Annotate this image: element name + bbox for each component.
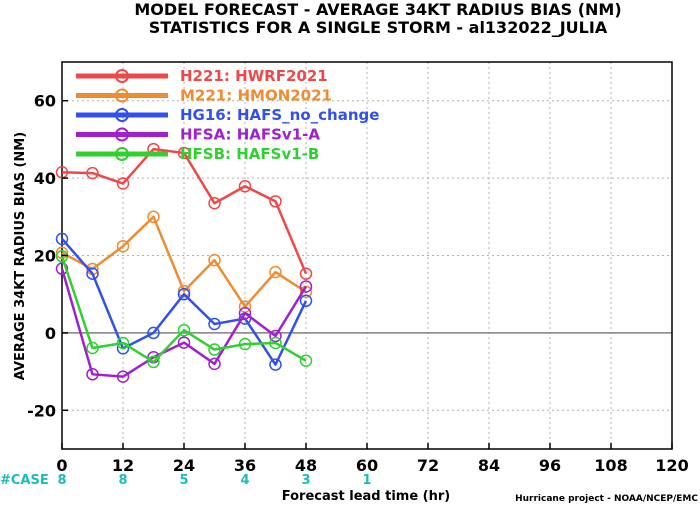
x-tick-label: 60 (356, 456, 378, 475)
data-point (299, 354, 313, 368)
legend-swatch-marker (115, 108, 129, 122)
series-lines (55, 142, 313, 383)
x-tick-label: 96 (539, 456, 561, 475)
data-point (299, 280, 313, 293)
y-tick-label: 0 (45, 324, 56, 343)
grid-lines (62, 62, 672, 449)
x-tick-label: 48 (295, 456, 317, 475)
y-tick-label: -20 (27, 401, 56, 420)
data-point (86, 166, 99, 180)
x-tick-label: 24 (173, 456, 195, 475)
case-count: 4 (240, 473, 249, 488)
data-point (86, 267, 99, 280)
data-point (208, 253, 221, 267)
legend-label: HG16: HAFS_no_change (180, 106, 379, 124)
y-tick-label: 60 (34, 92, 56, 111)
legend-item-m221: M221: HMON2021 (76, 87, 332, 105)
x-tick-label: 72 (417, 456, 439, 475)
data-point (208, 343, 221, 356)
case-count: 1 (362, 473, 371, 488)
chart-title-line-2: STATISTICS FOR A SINGLE STORM - al132022… (149, 18, 608, 37)
case-count: 8 (57, 473, 66, 488)
data-point (208, 197, 221, 210)
data-point (86, 341, 99, 355)
x-axis-ticks: 0 12 24 36 48 60 72 84 96 108 120 (56, 443, 689, 475)
data-point (299, 285, 313, 299)
legend-swatch-marker (115, 69, 129, 83)
series-line (60, 255, 307, 364)
legend-swatch-marker (115, 147, 129, 161)
x-tick-label: 36 (234, 456, 256, 475)
chart-title-line-1: MODEL FORECAST - AVERAGE 34KT RADIUS BIA… (134, 0, 621, 19)
case-count: 5 (179, 473, 188, 488)
data-point (269, 358, 282, 371)
data-point (177, 323, 191, 337)
data-point (55, 250, 69, 263)
x-tick-label: 12 (112, 456, 134, 475)
data-point (299, 267, 313, 280)
data-point (116, 239, 130, 253)
legend-item-h221: H221: HWRF2021 (76, 67, 328, 85)
y-axis-ticks: -20 0 20 40 60 (27, 92, 68, 420)
series-hfsb (55, 250, 313, 369)
data-point (177, 146, 191, 160)
series-m221 (55, 210, 313, 313)
data-point (177, 287, 191, 301)
y-tick-label: 20 (34, 247, 56, 266)
legend-label: HFSA: HAFSv1-A (180, 126, 320, 144)
legend-swatch-marker (115, 88, 129, 103)
x-tick-label: 108 (594, 456, 627, 475)
y-tick-label: 40 (34, 169, 56, 188)
data-point (177, 284, 191, 298)
data-point (116, 336, 130, 350)
data-point (208, 357, 221, 371)
x-axis-label: Forecast lead time (hr) (282, 489, 450, 504)
data-point (86, 368, 99, 381)
data-point (238, 337, 252, 351)
data-point (55, 232, 69, 246)
x-tick-label: 84 (478, 456, 500, 475)
data-point (116, 370, 130, 383)
case-label: #CASE (0, 473, 49, 488)
case-counts: 8 8 5 4 3 1 (57, 473, 371, 488)
series-line (60, 268, 308, 378)
data-point (55, 262, 69, 275)
y-axis-label: AVERAGE 34KT RADIUS BIAS (NM) (13, 132, 28, 380)
x-tick-label: 120 (655, 456, 688, 475)
legend-label: HFSB: HAFSv1-B (180, 145, 319, 163)
data-point (147, 210, 160, 224)
data-point (147, 355, 160, 369)
legend-label: M221: HMON2021 (180, 87, 332, 105)
series-line (61, 238, 308, 366)
data-point (299, 294, 313, 308)
data-point (238, 306, 252, 320)
data-point (208, 317, 221, 331)
legend-item-hfsb: HFSB: HAFSv1-B (76, 145, 319, 163)
case-count: 3 (301, 473, 310, 488)
credit-text: Hurricane project - NOAA/NCEP/EMC (515, 494, 698, 504)
legend-label: H221: HWRF2021 (180, 67, 328, 85)
data-point (116, 177, 130, 190)
x-tick-label: 0 (56, 456, 67, 475)
legend-swatch-marker (115, 127, 129, 142)
series-line (61, 147, 308, 275)
data-point (147, 326, 160, 340)
data-point (177, 336, 191, 349)
data-point (269, 195, 282, 208)
data-point (238, 179, 252, 193)
data-point (269, 336, 282, 350)
case-count: 8 (118, 473, 127, 488)
legend-item-hg16: HG16: HAFS_no_change (76, 106, 379, 124)
series-line (61, 215, 307, 308)
legend-item-hfsa: HFSA: HAFSv1-A (76, 126, 320, 144)
data-point (269, 265, 282, 279)
data-point (269, 329, 282, 343)
